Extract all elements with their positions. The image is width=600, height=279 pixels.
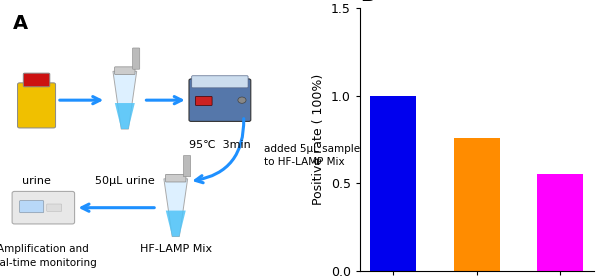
Polygon shape [166, 211, 186, 237]
FancyBboxPatch shape [23, 73, 50, 87]
Polygon shape [113, 71, 137, 129]
FancyBboxPatch shape [166, 174, 186, 182]
Bar [454, 138, 500, 271]
FancyBboxPatch shape [192, 76, 248, 88]
Bar [370, 96, 416, 271]
FancyBboxPatch shape [47, 204, 62, 211]
Text: urine: urine [22, 176, 51, 186]
FancyBboxPatch shape [20, 88, 53, 126]
FancyBboxPatch shape [12, 191, 74, 224]
FancyBboxPatch shape [17, 83, 56, 128]
Text: B: B [360, 0, 374, 5]
FancyBboxPatch shape [196, 97, 212, 105]
Y-axis label: Positive rate ( 100%): Positive rate ( 100%) [312, 74, 325, 205]
Polygon shape [164, 179, 188, 237]
Text: HF-LAMP Mix: HF-LAMP Mix [140, 244, 212, 254]
Text: A: A [13, 14, 28, 33]
Text: added 5μL sample
to HF-LAMP Mix: added 5μL sample to HF-LAMP Mix [264, 144, 360, 167]
Polygon shape [115, 103, 135, 129]
Text: 50μL urine: 50μL urine [95, 176, 155, 186]
FancyBboxPatch shape [20, 201, 44, 213]
FancyBboxPatch shape [184, 155, 191, 177]
FancyBboxPatch shape [189, 79, 251, 121]
Text: Amplification and
real-time monitoring: Amplification and real-time monitoring [0, 244, 97, 268]
FancyBboxPatch shape [133, 48, 140, 69]
Bar [538, 174, 583, 271]
FancyBboxPatch shape [115, 67, 135, 74]
Text: 95℃  3min: 95℃ 3min [189, 140, 251, 150]
Circle shape [238, 97, 246, 103]
